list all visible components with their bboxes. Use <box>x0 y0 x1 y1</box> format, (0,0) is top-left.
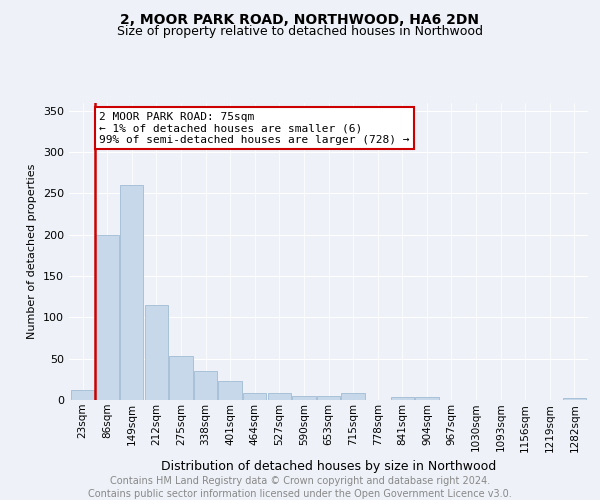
Bar <box>292 396 316 400</box>
Bar <box>243 392 266 400</box>
Bar <box>71 390 94 400</box>
Bar <box>145 305 168 400</box>
Bar <box>218 381 242 400</box>
Bar <box>317 396 340 400</box>
Bar <box>391 396 414 400</box>
Bar <box>341 392 365 400</box>
Bar <box>268 392 291 400</box>
Bar <box>169 356 193 400</box>
Bar <box>563 398 586 400</box>
Text: Contains HM Land Registry data © Crown copyright and database right 2024.: Contains HM Land Registry data © Crown c… <box>110 476 490 486</box>
Text: 2, MOOR PARK ROAD, NORTHWOOD, HA6 2DN: 2, MOOR PARK ROAD, NORTHWOOD, HA6 2DN <box>121 12 479 26</box>
X-axis label: Distribution of detached houses by size in Northwood: Distribution of detached houses by size … <box>161 460 496 473</box>
Text: Size of property relative to detached houses in Northwood: Size of property relative to detached ho… <box>117 25 483 38</box>
Text: Contains public sector information licensed under the Open Government Licence v3: Contains public sector information licen… <box>88 489 512 499</box>
Bar <box>95 234 119 400</box>
Bar <box>194 371 217 400</box>
Text: 2 MOOR PARK ROAD: 75sqm
← 1% of detached houses are smaller (6)
99% of semi-deta: 2 MOOR PARK ROAD: 75sqm ← 1% of detached… <box>99 112 410 145</box>
Bar <box>120 185 143 400</box>
Y-axis label: Number of detached properties: Number of detached properties <box>28 164 37 339</box>
Bar <box>415 396 439 400</box>
